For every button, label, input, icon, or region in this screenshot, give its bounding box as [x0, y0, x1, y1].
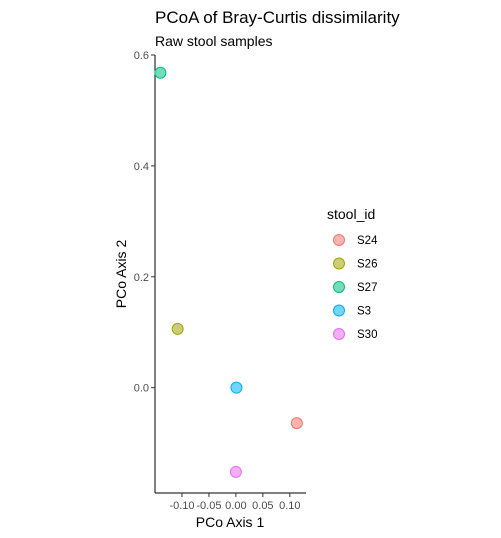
legend-label-s26: S26 — [357, 259, 377, 271]
legend-label-s24: S24 — [357, 235, 378, 247]
legend-key-s27 — [333, 281, 345, 293]
x-tick-label: 0.10 — [279, 500, 300, 512]
legend-key-s3 — [333, 304, 345, 317]
x-tick-label: 0.05 — [252, 500, 273, 512]
legend-items: S24 S26 S27 S3 S30 — [333, 234, 378, 341]
legend-key-s24 — [333, 234, 345, 246]
chart-title: PCoA of Bray-Curtis dissimilarity — [155, 8, 400, 27]
y-ticks: 0.0 0.2 0.4 0.6 — [134, 50, 155, 395]
y-tick-label: 0.6 — [134, 50, 149, 62]
point-s27 — [154, 66, 167, 79]
chart-subtitle: Raw stool samples — [155, 33, 273, 49]
legend: stool_id S24 S26 S27 S3 S30 — [327, 206, 378, 341]
y-tick-label: 0.0 — [134, 383, 149, 395]
legend-title: stool_id — [327, 206, 375, 222]
legend-label-s30: S30 — [357, 329, 377, 341]
x-tick-label: -0.05 — [196, 500, 221, 512]
y-tick-label: 0.2 — [134, 272, 149, 284]
axes — [154, 55, 306, 494]
point-s26 — [171, 322, 184, 335]
legend-key-s26 — [333, 257, 345, 270]
legend-label-s3: S3 — [357, 306, 371, 318]
legend-label-s27: S27 — [357, 282, 377, 294]
y-axis-label: PCo Axis 2 — [113, 240, 129, 309]
legend-key-s30 — [333, 328, 345, 340]
x-ticks: -0.10 -0.05 0.00 0.05 0.10 — [169, 493, 301, 512]
x-tick-label: 0.00 — [225, 500, 246, 512]
point-s3 — [230, 381, 243, 394]
x-axis-label: PCo Axis 1 — [196, 514, 265, 530]
x-tick-label: -0.10 — [169, 500, 194, 512]
y-tick-label: 0.4 — [134, 161, 149, 173]
point-s30 — [229, 465, 242, 478]
data-points — [154, 66, 303, 478]
point-s24 — [290, 417, 303, 430]
